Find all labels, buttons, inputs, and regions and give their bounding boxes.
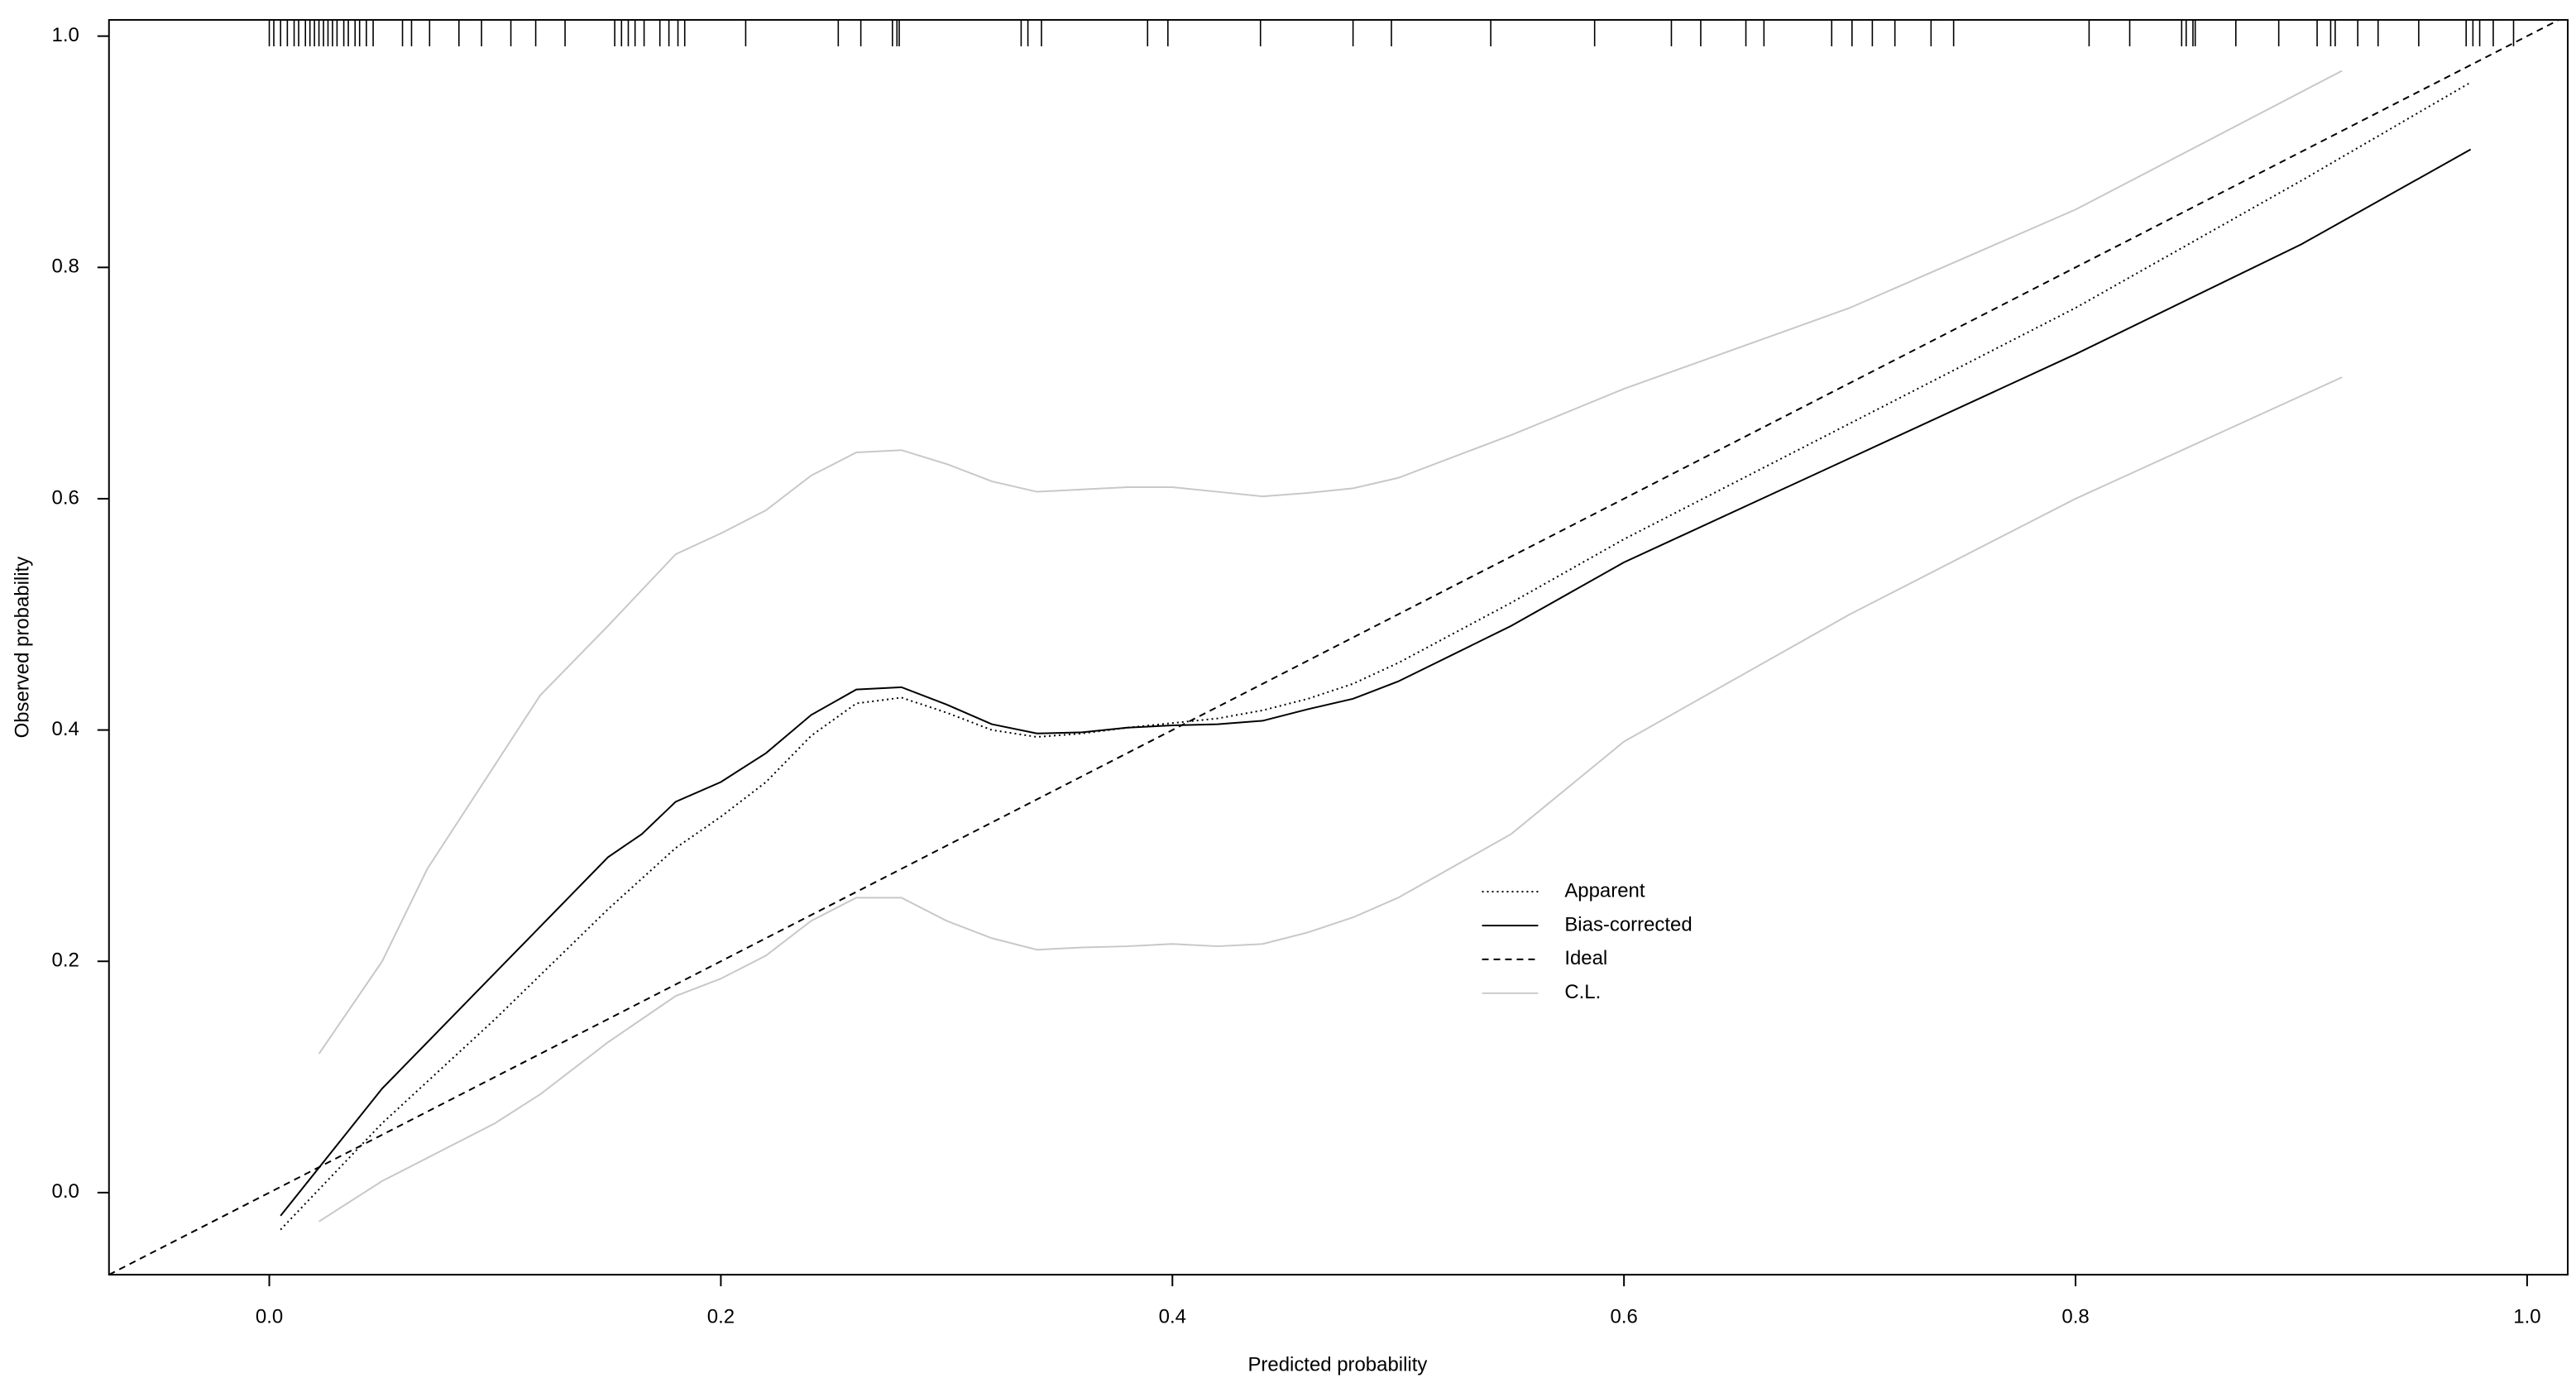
x-axis-label: Predicted probability: [1247, 1353, 1427, 1375]
confidence-lower: [318, 376, 2343, 1222]
confidence-upper: [318, 69, 2343, 1055]
plot-frame: [108, 19, 2569, 1276]
legend-label: Apparent: [1564, 879, 1645, 902]
y-tick-label: 0.4: [52, 718, 79, 740]
legend-label: C.L.: [1564, 981, 1601, 1003]
y-tick-label: 0.0: [52, 1180, 79, 1203]
y-tick-label: 0.2: [52, 950, 79, 972]
y-axis-label: Observed probability: [11, 557, 33, 739]
y-tick-label: 0.6: [52, 486, 79, 509]
series-line: [280, 148, 2472, 1217]
x-tick-label: 0.6: [1611, 1305, 1638, 1328]
x-tick-label: 0.8: [2061, 1305, 2089, 1328]
series-line: [280, 81, 2472, 1231]
legend-label: Ideal: [1564, 947, 1607, 969]
y-tick-label: 1.0: [52, 24, 79, 46]
x-tick-label: 0.0: [256, 1305, 283, 1328]
y-tick-label: 0.8: [52, 256, 79, 278]
x-tick-label: 0.2: [707, 1305, 735, 1328]
series-line: [108, 20, 2561, 1275]
x-tick-label: 1.0: [2513, 1305, 2540, 1328]
plot-area: [108, 20, 2561, 1275]
legend-label: Bias-corrected: [1564, 913, 1692, 935]
x-tick-label: 0.4: [1159, 1305, 1186, 1328]
